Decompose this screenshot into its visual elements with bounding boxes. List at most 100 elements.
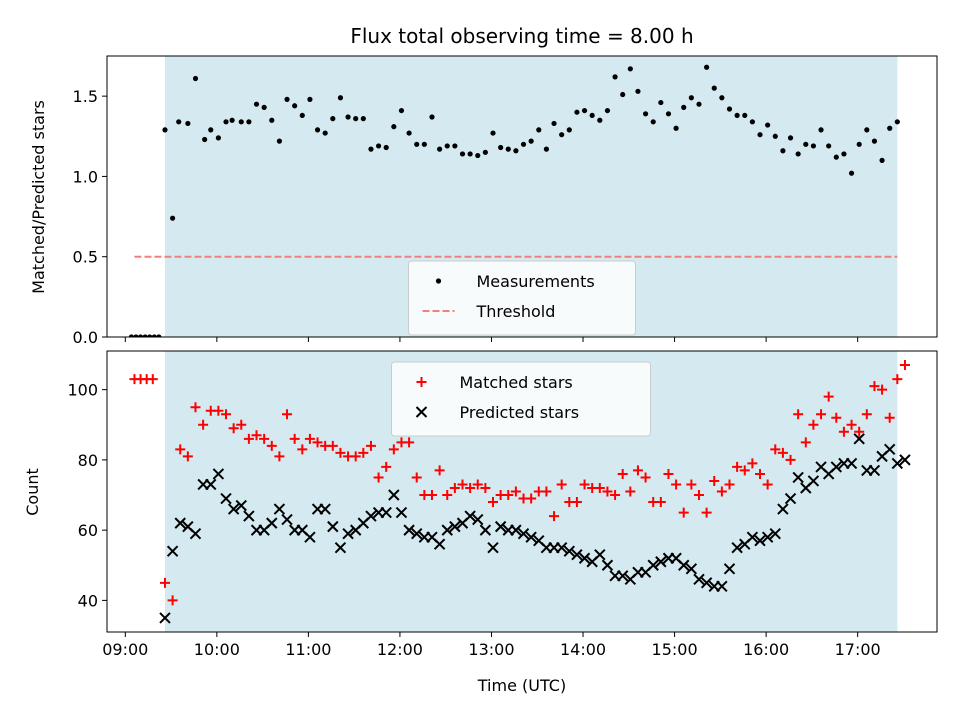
top-measurements-point <box>856 141 862 147</box>
top-measurements-point <box>810 143 817 149</box>
top-measurements-point <box>848 170 855 176</box>
bottom-matched-stars-point <box>526 493 537 504</box>
bottom-predicted-stars-point <box>319 503 331 515</box>
bottom-matched-stars-point <box>236 419 247 430</box>
top-measurements-point <box>467 151 473 157</box>
top-measurements-point <box>704 64 710 70</box>
bottom-matched-stars-point <box>243 433 254 444</box>
bottom-x-tick-label: 09:00 <box>102 640 148 659</box>
top-measurements-point <box>574 109 580 115</box>
top-measurements-point <box>627 66 633 72</box>
top-y-tick-label: 1.0 <box>73 167 98 186</box>
bottom-matched-stars-point <box>434 465 445 476</box>
bottom-predicted-stars-point <box>334 541 347 554</box>
top-y-tick-label: 0.0 <box>73 328 98 347</box>
bottom-panel: 40 60 80 100 09:00 10:00 11:00 12:00 13:00 14:00 1… <box>67 350 938 659</box>
top-measurements-point <box>742 112 748 119</box>
top-measurements-point <box>147 334 153 337</box>
bottom-y-tick-label: 40 <box>78 591 98 610</box>
bottom-matched-stars-point <box>404 437 415 448</box>
bottom-matched-stars-point <box>617 468 628 479</box>
bottom-predicted-stars-point <box>777 503 789 515</box>
top-measurements-point <box>475 152 481 159</box>
top-y-tick-label: 0.5 <box>73 248 98 267</box>
bottom-legend-predicted-stars-label: Predicted stars <box>460 403 580 422</box>
bottom-matched-stars-point <box>480 482 491 493</box>
top-measurements-point <box>284 96 290 102</box>
top-measurements-point <box>520 141 527 147</box>
top-measurements-point <box>498 144 504 151</box>
bottom-series-layer <box>129 360 911 624</box>
top-measurements-point <box>437 146 443 152</box>
bottom-matched-stars-point <box>442 490 453 501</box>
bottom-matched-stars-point <box>686 479 697 490</box>
top-measurements-point <box>202 136 208 143</box>
bottom-matched-stars-point <box>457 479 468 490</box>
bottom-matched-stars-point <box>762 479 773 490</box>
bottom-matched-stars-point <box>671 479 682 490</box>
top-series-layer <box>128 64 900 337</box>
top-measurements-point <box>429 114 435 120</box>
top-measurements-point <box>604 107 611 114</box>
bottom-predicted-stars-point <box>304 531 316 543</box>
top-measurements-point <box>142 334 148 337</box>
top-measurements-point <box>261 104 267 110</box>
bottom-matched-stars-point <box>411 472 422 483</box>
bottom-predicted-stars-point <box>411 527 423 540</box>
top-measurements-point <box>734 112 740 119</box>
bottom-matched-stars-point <box>663 468 674 479</box>
bottom-matched-stars-point <box>182 451 193 462</box>
bottom-predicted-stars-point <box>769 527 781 540</box>
bottom-predicted-stars-point <box>273 503 286 515</box>
bottom-matched-stars-point <box>159 577 170 588</box>
bottom-predicted-stars-point <box>212 468 225 480</box>
top-y-ticks: 0.0 0.5 1.0 1.5 <box>73 87 107 347</box>
bottom-predicted-stars-point <box>433 538 446 550</box>
bottom-predicted-stars-point <box>792 471 804 484</box>
top-measurements-point <box>490 130 496 136</box>
bottom-matched-stars-point <box>147 374 158 385</box>
bottom-matched-stars-point <box>327 440 338 451</box>
bottom-x-tick-label: 15:00 <box>652 640 698 659</box>
top-measurements-point <box>711 85 717 91</box>
top-measurements-point <box>482 149 488 155</box>
top-measurements-point <box>391 124 397 130</box>
top-measurements-point <box>253 101 260 107</box>
top-y-axis-label: Matched/Predicted stars <box>29 100 48 294</box>
bottom-matched-stars-point <box>190 402 201 413</box>
bottom-matched-stars-point <box>228 423 239 434</box>
top-measurements-point <box>151 334 157 337</box>
bottom-predicted-stars-point <box>380 506 392 519</box>
top-measurements-point <box>864 127 870 133</box>
bottom-predicted-stars-point <box>807 475 820 487</box>
bottom-predicted-stars-point <box>166 545 179 557</box>
bottom-matched-stars-point <box>861 409 872 420</box>
bottom-matched-stars-point <box>449 482 460 493</box>
bottom-matched-stars-point <box>488 497 499 508</box>
top-measurements-point <box>887 125 893 131</box>
bottom-x-tick-label: 10:00 <box>194 640 240 659</box>
bottom-matched-stars-point <box>854 426 865 437</box>
top-measurements-point <box>223 119 229 125</box>
top-measurements-point <box>246 119 252 125</box>
top-measurements-point <box>749 119 755 125</box>
bottom-matched-stars-point <box>221 409 232 420</box>
bottom-matched-stars-point <box>640 472 651 483</box>
top-measurements-point <box>612 74 618 80</box>
bottom-predicted-stars-point <box>647 559 659 571</box>
top-measurements-point <box>406 130 412 136</box>
top-measurements-point <box>543 146 550 152</box>
top-measurements-point <box>650 119 656 125</box>
bottom-matched-stars-point <box>709 475 720 486</box>
bottom-matched-stars-point <box>816 409 827 420</box>
bottom-predicted-stars-point <box>327 520 339 533</box>
bottom-predicted-stars-point <box>220 492 232 505</box>
top-measurements-point <box>673 125 679 131</box>
top-measurements-point <box>330 116 336 122</box>
bottom-x-tick-label: 11:00 <box>285 640 331 659</box>
top-measurements-point <box>818 127 824 133</box>
bottom-predicted-stars-point <box>472 513 484 526</box>
bottom-predicted-stars-point <box>578 552 591 564</box>
bottom-predicted-stars-point <box>716 580 728 593</box>
